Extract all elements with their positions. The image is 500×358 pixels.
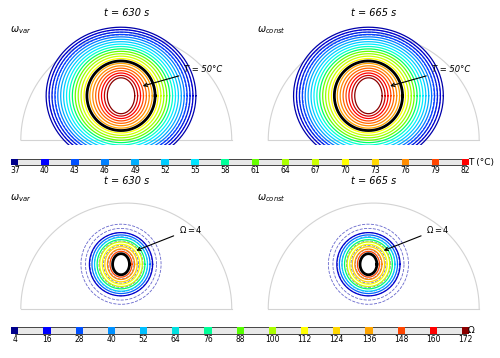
Bar	[236, 327, 244, 334]
Bar	[192, 159, 199, 165]
Bar	[312, 159, 319, 165]
Bar	[15, 327, 466, 334]
Bar	[398, 327, 405, 334]
Text: $\omega_{var}$: $\omega_{var}$	[10, 192, 32, 204]
Text: 43: 43	[70, 166, 80, 175]
Bar	[41, 159, 48, 165]
Bar	[162, 159, 168, 165]
Text: 16: 16	[42, 335, 52, 344]
Bar	[44, 327, 51, 334]
Text: $\Omega = 4$: $\Omega = 4$	[385, 224, 450, 251]
Text: 40: 40	[40, 166, 50, 175]
Polygon shape	[21, 35, 232, 140]
Text: 82: 82	[461, 166, 470, 175]
Bar	[15, 159, 466, 165]
Text: T (°C): T (°C)	[468, 158, 494, 166]
Bar	[342, 159, 349, 165]
Bar	[71, 159, 78, 165]
Bar	[432, 159, 439, 165]
Polygon shape	[268, 35, 479, 140]
Bar	[430, 327, 437, 334]
Bar	[462, 327, 469, 334]
Bar	[108, 327, 115, 334]
Text: 79: 79	[430, 166, 440, 175]
Bar	[462, 159, 469, 165]
Text: T = 50°C: T = 50°C	[392, 64, 470, 86]
Text: T = 50°C: T = 50°C	[144, 64, 222, 86]
Text: 49: 49	[130, 166, 140, 175]
Title: t = 665 s: t = 665 s	[351, 8, 397, 18]
Text: 52: 52	[139, 335, 148, 344]
Title: t = 630 s: t = 630 s	[104, 8, 149, 18]
Text: 64: 64	[171, 335, 180, 344]
Text: $\omega_{const}$: $\omega_{const}$	[258, 24, 286, 36]
Text: 70: 70	[340, 166, 350, 175]
Bar	[140, 327, 147, 334]
Text: 124: 124	[330, 335, 344, 344]
Text: 160: 160	[426, 335, 440, 344]
Bar	[102, 159, 108, 165]
Bar	[76, 327, 83, 334]
Text: 67: 67	[310, 166, 320, 175]
Bar	[252, 159, 259, 165]
Bar	[372, 159, 379, 165]
Bar	[366, 327, 372, 334]
Text: 172: 172	[458, 335, 473, 344]
Text: 73: 73	[370, 166, 380, 175]
Bar	[402, 159, 409, 165]
Polygon shape	[268, 203, 479, 309]
Polygon shape	[21, 203, 232, 309]
Text: 64: 64	[280, 166, 290, 175]
Text: 76: 76	[203, 335, 213, 344]
Text: 46: 46	[100, 166, 110, 175]
Text: 58: 58	[220, 166, 230, 175]
Text: 40: 40	[106, 335, 117, 344]
Bar	[268, 327, 276, 334]
Bar	[204, 327, 212, 334]
Text: 100: 100	[265, 335, 280, 344]
Bar	[172, 327, 180, 334]
Text: 136: 136	[362, 335, 376, 344]
Text: 112: 112	[298, 335, 312, 344]
Text: $\omega_{var}$: $\omega_{var}$	[10, 24, 32, 36]
Bar	[222, 159, 229, 165]
Text: 148: 148	[394, 335, 408, 344]
Bar	[301, 327, 308, 334]
Text: 76: 76	[400, 166, 410, 175]
Text: 88: 88	[236, 335, 245, 344]
Text: $\omega_{const}$: $\omega_{const}$	[258, 192, 286, 204]
Title: t = 665 s: t = 665 s	[351, 176, 397, 187]
Text: 4: 4	[12, 335, 17, 344]
Text: 55: 55	[190, 166, 200, 175]
Text: 61: 61	[250, 166, 260, 175]
Text: 37: 37	[10, 166, 20, 175]
Bar	[11, 159, 18, 165]
Bar	[333, 327, 340, 334]
Text: Ω: Ω	[468, 326, 475, 335]
Text: 28: 28	[74, 335, 84, 344]
Bar	[11, 327, 18, 334]
Bar	[282, 159, 289, 165]
Bar	[132, 159, 138, 165]
Text: 52: 52	[160, 166, 170, 175]
Text: $\Omega = 4$: $\Omega = 4$	[138, 224, 202, 251]
Title: t = 630 s: t = 630 s	[104, 176, 149, 187]
